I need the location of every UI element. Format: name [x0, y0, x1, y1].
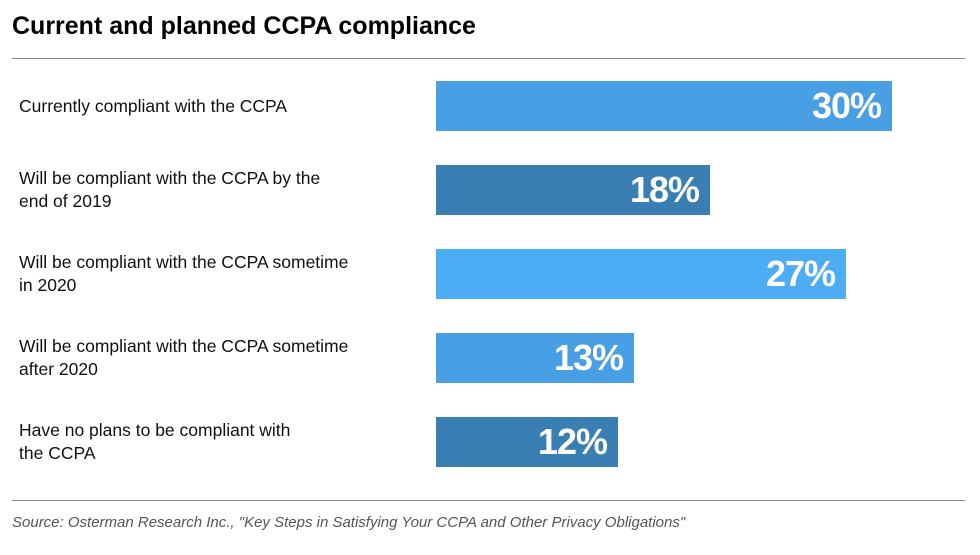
category-label-line: after 2020 [19, 359, 98, 379]
bar: 18% [436, 165, 710, 215]
bar-value-label: 18% [629, 169, 700, 210]
bar-value-label: 30% [811, 85, 882, 126]
top-divider [12, 58, 965, 59]
source-note: Source: Osterman Research Inc., "Key Ste… [12, 514, 686, 531]
category-label-line: Will be compliant with the CCPA sometime [19, 252, 349, 272]
category-label-line: Will be compliant with the CCPA sometime [19, 336, 349, 356]
category-label-line: the CCPA [19, 443, 96, 463]
category-label: Will be compliant with the CCPA by the en… [19, 167, 414, 213]
category-label-line: end of 2019 [19, 191, 112, 211]
bar-value-label: 13% [553, 337, 624, 378]
category-label-line: Have no plans to be compliant with [19, 420, 291, 440]
category-label: Currently compliant with the CCPA [19, 95, 414, 118]
category-label: Will be compliant with the CCPA sometime… [19, 335, 414, 381]
category-label-line: Will be compliant with the CCPA by the [19, 168, 321, 188]
category-label: Have no plans to be compliant with the CC… [19, 419, 414, 465]
bar: 13% [436, 333, 634, 383]
bottom-divider [12, 500, 965, 501]
bar-value-label: 27% [765, 253, 836, 294]
category-label-line: Currently compliant with the CCPA [19, 95, 288, 116]
category-label: Will be compliant with the CCPA sometime… [19, 251, 414, 297]
bar: 30% [436, 81, 892, 131]
bar: 27% [436, 249, 846, 299]
chart-title: Current and planned CCPA compliance [12, 12, 476, 40]
category-label-line: in 2020 [19, 275, 77, 295]
bar-value-label: 12% [537, 421, 608, 462]
bar: 12% [436, 417, 618, 467]
